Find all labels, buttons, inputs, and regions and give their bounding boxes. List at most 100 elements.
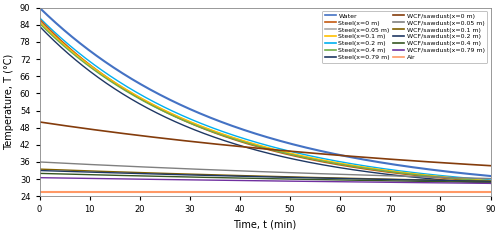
Steel(x=0 m): [488, 181, 494, 183]
Steel(x=0.05 m): [476, 179, 482, 182]
Y-axis label: Temperature, T (°C): Temperature, T (°C): [4, 54, 14, 150]
WCF/sawdust(x=0.1 m): [406, 178, 412, 181]
WCF/sawdust(x=0.79 m): [280, 180, 286, 183]
Steel(x=0.79 m): [488, 182, 494, 185]
Water: [36, 6, 43, 9]
Line: Steel(x=0.79 m): Steel(x=0.79 m): [40, 26, 490, 183]
Line: WCF/sawdust(x=0.1 m): WCF/sawdust(x=0.1 m): [40, 169, 490, 181]
Steel(x=0.4 m): [280, 151, 286, 154]
Steel(x=0 m): [406, 173, 412, 176]
Steel(x=0.79 m): [305, 161, 311, 164]
Steel(x=0.1 m): [36, 21, 43, 23]
WCF/sawdust(x=0.2 m): [36, 169, 43, 172]
Steel(x=0.79 m): [36, 25, 43, 28]
Steel(x=0.1 m): [254, 143, 260, 146]
WCF/sawdust(x=0.1 m): [250, 175, 256, 177]
Water: [250, 132, 256, 135]
WCF/sawdust(x=0.79 m): [488, 182, 494, 185]
Air: [250, 190, 256, 193]
WCF/sawdust(x=0.79 m): [250, 179, 256, 182]
Line: WCF/sawdust(x=0.05 m): WCF/sawdust(x=0.05 m): [40, 162, 490, 179]
Line: Steel(x=0.2 m): Steel(x=0.2 m): [40, 18, 490, 180]
Water: [476, 174, 482, 176]
Air: [406, 190, 412, 193]
Steel(x=0.4 m): [406, 172, 412, 175]
WCF/sawdust(x=0.05 m): [406, 175, 412, 178]
WCF/sawdust(x=0.2 m): [488, 180, 494, 183]
Steel(x=0.2 m): [406, 171, 412, 173]
Steel(x=0.4 m): [250, 144, 256, 146]
Steel(x=0.79 m): [254, 149, 260, 152]
Steel(x=0.2 m): [280, 148, 286, 151]
Steel(x=0.05 m): [254, 144, 260, 146]
Steel(x=0.2 m): [305, 154, 311, 157]
Water: [254, 132, 260, 135]
Steel(x=0.4 m): [254, 144, 260, 147]
Steel(x=0.05 m): [305, 156, 311, 159]
Line: WCF/sawdust(x=0.4 m): WCF/sawdust(x=0.4 m): [40, 173, 490, 183]
WCF/sawdust(x=0.4 m): [476, 181, 482, 184]
Steel(x=0 m): [254, 145, 260, 148]
WCF/sawdust(x=0.2 m): [280, 176, 286, 179]
Line: Steel(x=0.4 m): Steel(x=0.4 m): [40, 23, 490, 181]
Steel(x=0.1 m): [406, 172, 412, 175]
Steel(x=0 m): [476, 180, 482, 183]
Steel(x=0.79 m): [250, 148, 256, 151]
WCF/sawdust(x=0.2 m): [250, 175, 256, 178]
Line: WCF/sawdust(x=0 m): WCF/sawdust(x=0 m): [40, 122, 490, 166]
WCF/sawdust(x=0.4 m): [488, 181, 494, 184]
WCF/sawdust(x=0.1 m): [476, 180, 482, 183]
WCF/sawdust(x=0.4 m): [406, 180, 412, 183]
Line: Water: Water: [40, 8, 490, 176]
WCF/sawdust(x=0 m): [476, 164, 482, 166]
Steel(x=0.79 m): [476, 181, 482, 184]
WCF/sawdust(x=0 m): [305, 151, 311, 154]
WCF/sawdust(x=0 m): [280, 149, 286, 152]
WCF/sawdust(x=0.4 m): [36, 172, 43, 175]
WCF/sawdust(x=0 m): [36, 121, 43, 123]
Steel(x=0.4 m): [476, 179, 482, 182]
WCF/sawdust(x=0.79 m): [254, 179, 260, 182]
Steel(x=0.05 m): [488, 180, 494, 183]
WCF/sawdust(x=0.05 m): [36, 161, 43, 163]
WCF/sawdust(x=0 m): [406, 159, 412, 162]
Steel(x=0.2 m): [488, 179, 494, 181]
Water: [488, 175, 494, 177]
Steel(x=0.1 m): [476, 179, 482, 181]
Steel(x=0.2 m): [250, 140, 256, 143]
WCF/sawdust(x=0.05 m): [254, 170, 260, 173]
Steel(x=0.4 m): [488, 180, 494, 183]
WCF/sawdust(x=0.2 m): [305, 176, 311, 179]
WCF/sawdust(x=0 m): [254, 147, 260, 150]
Air: [280, 190, 286, 193]
Steel(x=0.79 m): [406, 175, 412, 178]
Line: Steel(x=0 m): Steel(x=0 m): [40, 19, 490, 182]
Steel(x=0.1 m): [250, 142, 256, 145]
Steel(x=0.4 m): [305, 157, 311, 160]
Air: [254, 190, 260, 193]
Steel(x=0 m): [305, 158, 311, 161]
Line: Steel(x=0.05 m): Steel(x=0.05 m): [40, 21, 490, 181]
Water: [406, 165, 412, 168]
Legend: Water, Steel(x=0 m), Steel(x=0.05 m), Steel(x=0.1 m), Steel(x=0.2 m), Steel(x=0.: Water, Steel(x=0 m), Steel(x=0.05 m), St…: [322, 11, 488, 63]
WCF/sawdust(x=0.79 m): [406, 181, 412, 184]
WCF/sawdust(x=0.1 m): [488, 180, 494, 183]
X-axis label: Time, t (min): Time, t (min): [234, 220, 296, 230]
Steel(x=0.2 m): [254, 141, 260, 144]
Water: [305, 147, 311, 150]
WCF/sawdust(x=0.05 m): [488, 177, 494, 180]
WCF/sawdust(x=0.2 m): [476, 180, 482, 183]
Steel(x=0.05 m): [36, 19, 43, 22]
WCF/sawdust(x=0.4 m): [250, 177, 256, 180]
Line: WCF/sawdust(x=0.2 m): WCF/sawdust(x=0.2 m): [40, 171, 490, 181]
Line: WCF/sawdust(x=0.79 m): WCF/sawdust(x=0.79 m): [40, 178, 490, 183]
Air: [476, 190, 482, 193]
WCF/sawdust(x=0 m): [250, 146, 256, 149]
Steel(x=0.05 m): [250, 143, 256, 146]
Steel(x=0 m): [36, 18, 43, 21]
Steel(x=0.2 m): [36, 16, 43, 19]
WCF/sawdust(x=0.2 m): [406, 179, 412, 181]
Steel(x=0 m): [250, 144, 256, 147]
WCF/sawdust(x=0.1 m): [280, 175, 286, 178]
Steel(x=0.79 m): [280, 156, 286, 158]
